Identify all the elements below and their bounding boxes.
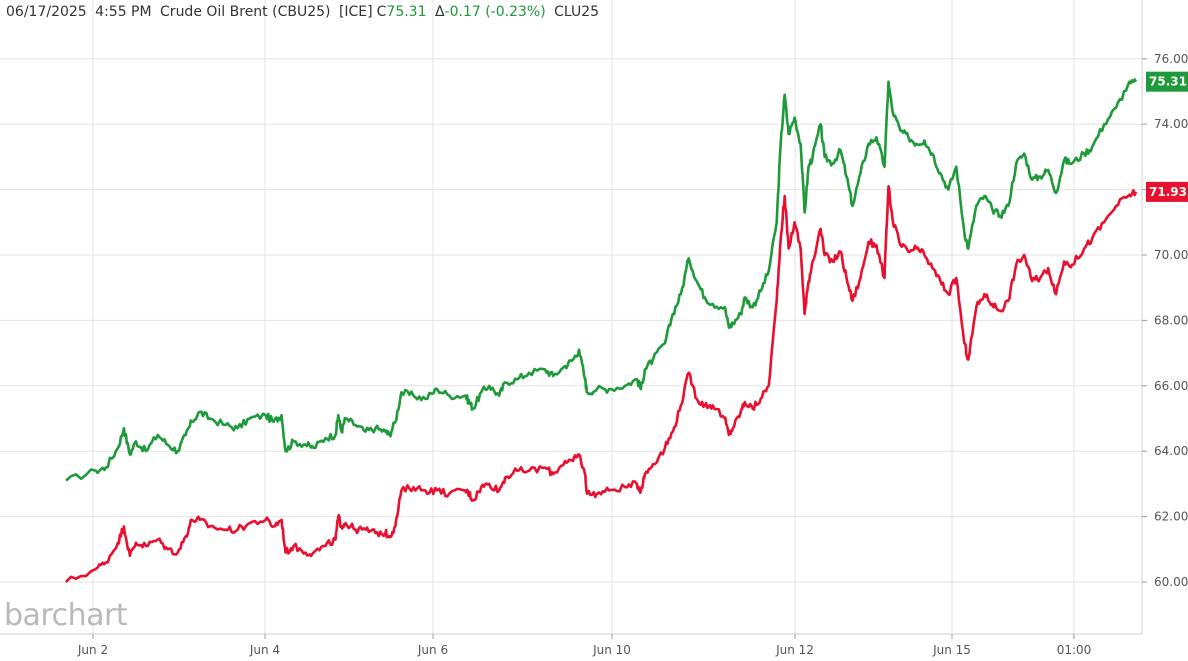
x-tick-label: Jun 6: [417, 643, 448, 657]
header-change-label: Δ: [434, 4, 445, 20]
barchart-logo: barchart: [4, 598, 128, 633]
y-tick-label: 60.00: [1154, 575, 1188, 589]
last-price-tag-cbu25: [1146, 71, 1188, 92]
y-axis: 60.0062.0064.0066.0068.0070.0072.0074.00…: [1142, 52, 1188, 589]
header-close-label: C: [376, 4, 387, 20]
series-layer: [65, 78, 1138, 583]
last-price-tags: 75.31 71.93: [1146, 71, 1188, 202]
x-tick-label: Jun 12: [775, 643, 814, 657]
y-tick-label: 74.00: [1154, 117, 1188, 131]
y-tick-label: 66.00: [1154, 379, 1188, 393]
header-exchange: [ICE]: [338, 4, 373, 20]
x-axis: Jun 2 Jun 4 Jun 6 Jun 10 Jun 12 Jun 15 01:00: [77, 634, 1091, 657]
x-tick-label: Jun 4: [249, 643, 280, 657]
y-tick-label: 68.00: [1154, 313, 1188, 327]
x-tick-label: Jun 2: [77, 643, 108, 657]
series-line-clu25: [65, 185, 1138, 583]
y-tick-label: 62.00: [1154, 510, 1188, 524]
x-tick-label: Jun 15: [932, 643, 971, 657]
last-price-label-clu25: 71.93: [1149, 185, 1187, 199]
chart-header: 06/17/2025 4:55 PM Crude Oil Brent (CBU2…: [6, 4, 603, 20]
header-change: -0.17 (-0.23%): [444, 4, 546, 20]
header-time: 4:55 PM: [95, 4, 152, 20]
grid-lines: [0, 0, 1143, 635]
header-close: 75.31: [386, 4, 427, 20]
header-date: 06/17/2025: [6, 4, 87, 20]
last-price-label-cbu25: 75.31: [1149, 75, 1187, 89]
x-tick-label: 01:00: [1057, 643, 1092, 657]
y-tick-label: 76.00: [1154, 52, 1188, 66]
y-tick-label: 64.00: [1154, 444, 1188, 458]
y-tick-label: 70.00: [1154, 248, 1188, 262]
header-instrument: Crude Oil Brent (CBU25): [160, 4, 331, 20]
x-tick-label: Jun 10: [592, 643, 631, 657]
series-line-cbu25: [65, 78, 1138, 482]
last-price-tag-clu25: [1146, 181, 1188, 202]
header-symbol2: CLU25: [554, 4, 600, 20]
